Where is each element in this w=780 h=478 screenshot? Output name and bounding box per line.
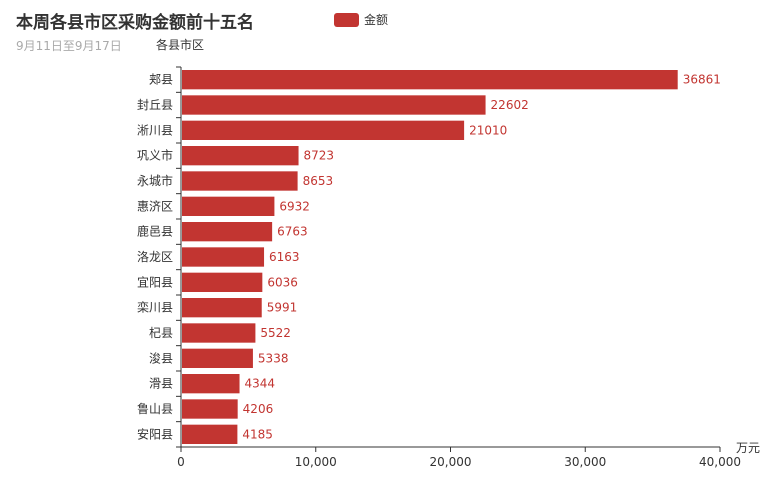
x-tick-label: 10,000: [295, 455, 337, 469]
data-label: 4206: [243, 402, 274, 416]
category-label: 栾川县: [137, 300, 173, 315]
data-label: 6036: [267, 275, 298, 289]
bar: [182, 424, 238, 444]
bar: [182, 247, 265, 267]
x-tick-label: 40,000: [699, 455, 741, 469]
category-label: 杞县: [149, 326, 173, 340]
data-label: 8653: [303, 174, 334, 188]
bar: [182, 399, 238, 419]
category-label: 永城市: [137, 173, 173, 188]
bar: [182, 272, 263, 292]
data-label: 5338: [258, 351, 289, 365]
data-label: 36861: [683, 73, 721, 87]
bar: [182, 323, 256, 343]
legend-swatch: [334, 12, 359, 27]
data-label: 22602: [491, 98, 529, 112]
category-label: 浚县: [149, 350, 173, 365]
category-label: 郏县: [149, 73, 173, 87]
legend-item[interactable]: 金额: [334, 11, 388, 28]
x-axis-title: 万元: [736, 441, 760, 455]
category-label: 巩义市: [137, 148, 173, 163]
data-label: 6163: [269, 250, 300, 264]
x-tick-label: 0: [177, 455, 185, 469]
bar: [182, 348, 253, 368]
bar: [182, 95, 486, 115]
data-label: 4344: [245, 377, 276, 391]
data-label: 6932: [279, 199, 310, 213]
bar: [182, 374, 240, 394]
chart-title: 本周各县市区采购金额前十五名: [16, 13, 254, 33]
bar: [182, 222, 273, 242]
data-label: 5991: [267, 301, 298, 315]
data-label: 6763: [277, 225, 308, 239]
bar: [182, 70, 678, 90]
y-axis-title: 各县市区: [156, 37, 204, 52]
category-label: 鲁山县: [137, 402, 173, 416]
x-tick-label: 20,000: [430, 455, 472, 469]
x-tick-label: 30,000: [564, 455, 606, 469]
bar: [182, 120, 465, 140]
category-label: 安阳县: [137, 426, 173, 441]
category-label: 滑县: [149, 377, 173, 391]
data-label: 21010: [469, 123, 507, 137]
legend-label: 金额: [364, 13, 389, 27]
bar: [182, 196, 275, 216]
category-label: 封丘县: [137, 98, 173, 112]
category-label: 鹿邑县: [137, 224, 173, 239]
data-label: 5522: [260, 326, 291, 340]
category-label: 惠济区: [137, 198, 173, 213]
bar: [182, 171, 298, 191]
chart-subtitle: 9月11日至9月17日: [16, 39, 122, 53]
category-label: 宜阳县: [137, 274, 173, 289]
category-label: 淅川县: [137, 122, 173, 137]
bar: [182, 298, 262, 318]
category-label: 洛龙区: [137, 249, 173, 264]
data-label: 8723: [304, 149, 335, 163]
bar: [182, 146, 299, 166]
data-label: 4185: [242, 427, 273, 441]
